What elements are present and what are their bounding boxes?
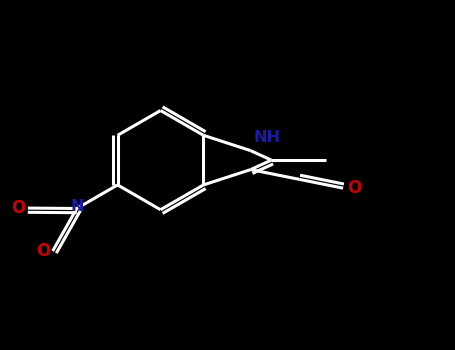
Text: N: N <box>70 199 84 214</box>
Text: NH: NH <box>253 130 280 145</box>
Text: O: O <box>347 179 361 197</box>
Text: O: O <box>36 242 50 260</box>
Text: O: O <box>11 199 25 217</box>
